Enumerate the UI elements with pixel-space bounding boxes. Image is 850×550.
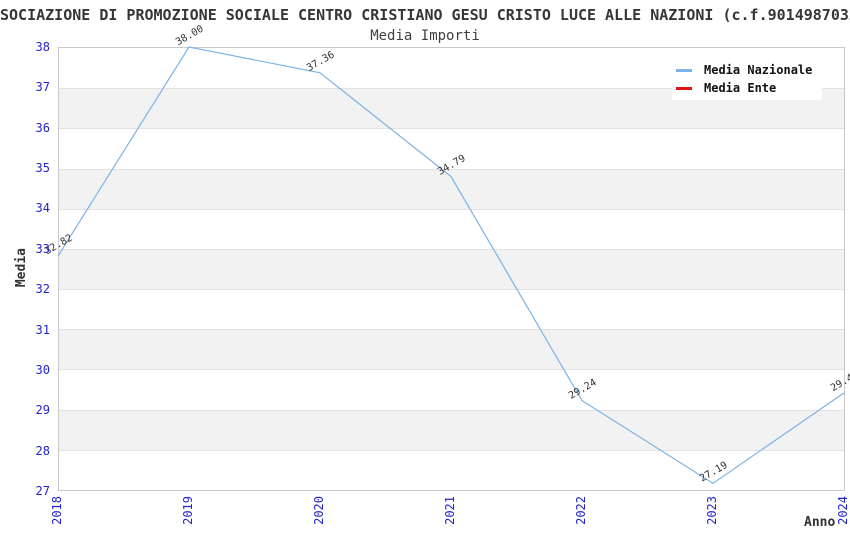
legend-line-swatch — [676, 86, 692, 90]
y-tick-label: 32 — [35, 282, 50, 297]
x-tick-label: 2023 — [705, 496, 719, 525]
grid-band — [59, 409, 844, 450]
grid-band — [59, 329, 844, 370]
x-axis-label: Anno — [804, 515, 836, 530]
grid-band — [59, 369, 844, 410]
grid-band — [59, 248, 844, 290]
grid-band — [59, 449, 844, 490]
grid-band — [59, 128, 844, 169]
y-tick-label: 37 — [35, 80, 50, 95]
grid-band — [59, 168, 844, 209]
y-tick-label: 38 — [35, 40, 50, 54]
legend-item-label: Media Nazionale — [704, 63, 813, 77]
y-tick-label: 30 — [35, 362, 50, 377]
y-tick-label: 27 — [35, 484, 50, 498]
grid-band — [59, 289, 844, 330]
plot-area — [58, 47, 845, 491]
y-tick-label: 35 — [35, 161, 50, 176]
legend-item-label: Media Ente — [704, 81, 777, 95]
chart-title: SOCIAZIONE DI PROMOZIONE SOCIALE CENTRO … — [0, 6, 850, 24]
x-tick-label: 2024 — [836, 496, 850, 525]
legend-item: Media Nazionale — [672, 61, 822, 79]
y-tick-label: 36 — [35, 120, 50, 135]
x-tick-label: 2018 — [50, 496, 64, 525]
y-tick-label: 31 — [35, 322, 50, 337]
grid-band — [59, 208, 844, 249]
chart-subtitle: Media Importi — [370, 28, 480, 44]
x-tick-label: 2021 — [443, 496, 457, 525]
y-tick-label: 29 — [35, 403, 50, 418]
y-tick-label: 34 — [35, 201, 50, 216]
legend: Media Nazionale Media Ente — [672, 56, 822, 100]
y-tick-label: 33 — [35, 241, 50, 256]
x-tick-label: 2019 — [181, 496, 195, 525]
legend-item: Media Ente — [672, 79, 822, 97]
x-tick-label: 2020 — [312, 496, 326, 525]
x-tick-label: 2022 — [574, 496, 588, 525]
y-tick-label: 28 — [35, 443, 50, 458]
legend-line-swatch — [676, 68, 692, 72]
